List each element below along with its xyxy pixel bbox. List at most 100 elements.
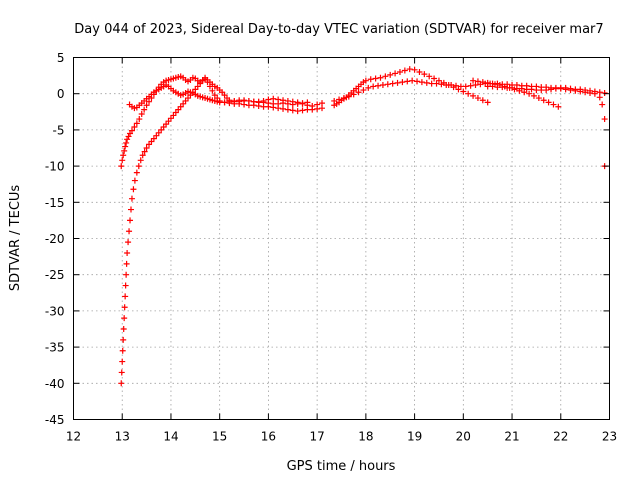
data-point [379,82,386,89]
data-point [284,97,291,104]
data-point [280,97,287,104]
y-tick-label: -40 [45,377,65,391]
data-point [345,93,352,100]
data-point [141,148,148,155]
data-point [136,116,143,123]
data-point [472,82,479,89]
data-point [245,97,252,104]
data-point [596,94,603,101]
data-point [121,147,128,154]
data-point [474,95,481,102]
x-tick-label: 21 [504,430,519,444]
data-point [431,75,438,82]
data-point [241,97,248,104]
data-point [601,116,608,123]
data-point [143,102,150,109]
data-point [470,92,477,99]
data-point [360,87,367,94]
data-point [433,80,440,87]
data-point [336,96,343,103]
data-point [543,87,550,94]
data-point [394,79,401,86]
y-axis-title: SDTVAR / TECUs [8,185,23,292]
data-point [460,88,467,95]
x-tick-label: 17 [309,430,324,444]
data-point [309,103,316,110]
data-point [479,97,486,104]
data-point [526,90,533,97]
x-tick-label: 20 [456,430,471,444]
data-point [375,82,382,89]
series-arc-2 [118,73,311,170]
data-point [418,79,425,86]
data-point [119,358,126,365]
data-point [367,76,374,83]
series-arc-5 [331,77,562,110]
data-point [299,100,306,107]
data-point [275,96,282,103]
data-point [139,152,146,159]
data-point [423,79,430,86]
data-point [121,304,128,311]
data-point [314,101,321,108]
x-axis-title: GPS time / hours [287,459,396,474]
data-point [319,100,326,107]
data-point [396,68,403,75]
x-tick-label: 13 [115,430,130,444]
data-point [119,347,126,354]
data-point [127,217,134,224]
data-point [474,78,481,85]
data-point [389,80,396,87]
data-point [416,68,423,75]
data-point [120,152,127,159]
data-point [122,293,129,300]
data-point [123,260,130,267]
data-point [552,85,559,92]
data-point [377,74,384,81]
data-point [118,380,125,387]
y-tick-label: -45 [45,413,65,427]
data-point [426,73,433,80]
data-point [355,89,362,96]
y-tick-label: -15 [45,196,65,210]
data-point [562,84,569,91]
data-point [465,90,472,97]
data-point [470,77,477,84]
series-arc-7 [484,83,608,96]
data-point [124,249,131,256]
data-point [453,82,460,89]
data-point [123,271,130,278]
data-point [448,82,455,89]
data-point [304,102,311,109]
grid-lines [73,57,610,420]
data-point [289,107,296,114]
data-point [133,120,140,127]
y-tick-label: 5 [57,51,65,65]
data-point [387,71,394,78]
y-tick-label: -5 [53,123,65,137]
data-point [372,75,379,82]
axis-ticks: 12 13 14 15 16 17 18 19 20 21 22 23 5 0 -5 -10 -15 -20 -25… [45,51,617,444]
data-point [421,71,428,78]
data-point [509,84,516,91]
data-point [404,78,411,85]
data-point [265,96,272,103]
data-point [384,81,391,88]
data-point [406,66,413,73]
data-point [548,86,555,93]
data-point [226,98,233,105]
data-point [131,177,138,184]
data-point [414,78,421,85]
data-point [479,79,486,86]
data-point [535,95,542,102]
data-point [340,95,347,102]
data-point [255,98,262,105]
data-point [392,70,399,77]
data-point [331,97,338,104]
data-point [270,95,277,102]
data-point [260,97,267,104]
data-point [231,97,238,104]
series-arc-4 [331,66,491,109]
data-point [467,82,474,89]
data-point [131,124,138,131]
